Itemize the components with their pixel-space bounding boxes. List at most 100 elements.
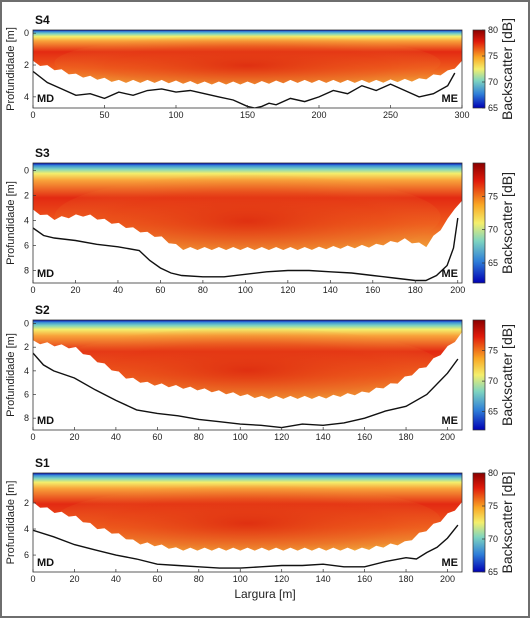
colorbar-tick-label: 70 (488, 77, 498, 87)
x-tick-label: 20 (69, 432, 79, 442)
x-tick-label: 180 (399, 432, 414, 442)
y-tick-label: 4 (24, 216, 29, 226)
bank-label-me: ME (442, 268, 459, 280)
x-tick-label: 160 (365, 285, 380, 295)
x-tick-label: 0 (30, 110, 35, 120)
bed-profile-line (33, 352, 459, 429)
colorbar-tick-label: 65 (488, 258, 498, 268)
y-tick-label: 0 (24, 166, 29, 176)
backscatter-field (33, 320, 462, 399)
bed-profile-line (33, 217, 459, 282)
bank-label-md: MD (37, 557, 54, 569)
y-tick-label: 6 (24, 550, 29, 560)
y-axis-label: Profundidade [m] (5, 181, 17, 265)
bank-label-md: MD (37, 268, 54, 280)
x-axis-label: Largura [m] (234, 587, 295, 601)
x-tick-label: 60 (152, 432, 162, 442)
bank-label-me: ME (442, 93, 459, 105)
colorbar (472, 319, 486, 431)
colorbar-tick-label: 70 (488, 376, 498, 386)
y-tick-label: 6 (24, 390, 29, 400)
y-axis-label: Profundidade [m] (5, 27, 17, 111)
x-tick-label: 60 (152, 574, 162, 584)
panel-title: S3 (35, 146, 50, 160)
x-tick-label: 80 (194, 574, 204, 584)
x-tick-label: 40 (111, 574, 121, 584)
x-tick-label: 160 (357, 574, 372, 584)
bank-label-me: ME (442, 557, 459, 569)
x-tick-label: 250 (383, 110, 398, 120)
x-tick-label: 150 (240, 110, 255, 120)
colorbar-tick-label: 80 (488, 468, 498, 478)
colorbar-tick-label: 65 (488, 567, 498, 577)
x-tick-label: 40 (113, 285, 123, 295)
plot-area (32, 162, 463, 284)
colorbar-tick-label: 70 (488, 534, 498, 544)
x-tick-label: 100 (168, 110, 183, 120)
colorbar-tick-label: 80 (488, 25, 498, 35)
x-tick-label: 0 (30, 285, 35, 295)
x-tick-label: 120 (274, 574, 289, 584)
x-tick-label: 160 (357, 432, 372, 442)
x-tick-label: 300 (454, 110, 469, 120)
bank-label-me: ME (442, 415, 459, 427)
x-tick-label: 180 (408, 285, 423, 295)
colorbar (472, 472, 486, 573)
x-tick-label: 200 (440, 574, 455, 584)
x-tick-label: 200 (450, 285, 465, 295)
colorbar-tick-label: 75 (488, 346, 498, 356)
panel-s2: 0 20 40 60 80 100 120 140 160 180 200 0 2 4 6 8 S2 MD ME Pr… (5, 303, 515, 442)
bed-profile-line (33, 524, 459, 569)
x-tick-label: 140 (323, 285, 338, 295)
plot-area (32, 319, 463, 431)
colorbar-label: Backscatter [dB] (499, 324, 515, 426)
bed-profile-line (33, 70, 456, 108)
x-tick-label: 20 (70, 285, 80, 295)
colorbar-label: Backscatter [dB] (499, 472, 515, 574)
x-tick-label: 80 (194, 432, 204, 442)
x-tick-label: 200 (311, 110, 326, 120)
colorbar-tick-label: 65 (488, 407, 498, 417)
x-tick-label: 50 (99, 110, 109, 120)
y-tick-label: 0 (24, 28, 29, 38)
x-tick-label: 0 (30, 574, 35, 584)
y-tick-label: 2 (24, 191, 29, 201)
y-tick-label: 4 (24, 524, 29, 534)
x-tick-label: 40 (111, 432, 121, 442)
y-tick-label: 8 (24, 266, 29, 276)
y-tick-label: 2 (24, 342, 29, 352)
y-tick-label: 6 (24, 241, 29, 251)
colorbar-tick-label: 75 (488, 51, 498, 61)
panel-title: S2 (35, 303, 50, 317)
x-tick-label: 100 (233, 432, 248, 442)
colorbar-label: Backscatter [dB] (499, 172, 515, 274)
panel-s3: 0 20 40 60 80 100 120 140 160 180 200 0 2 4 6 8 S3 MD ME Pr… (5, 146, 515, 295)
bank-label-md: MD (37, 415, 54, 427)
x-tick-label: 60 (155, 285, 165, 295)
bank-label-md: MD (37, 93, 54, 105)
x-tick-label: 100 (238, 285, 253, 295)
x-tick-label: 120 (280, 285, 295, 295)
backscatter-core (54, 35, 441, 85)
y-tick-label: 2 (24, 498, 29, 508)
panel-s4: 0 50 100 150 200 250 300 0 2 4 S4 MD ME Profundidade … (5, 13, 515, 120)
plot-area (32, 472, 463, 573)
colorbar (472, 29, 486, 109)
colorbar-tick-label: 70 (488, 225, 498, 235)
y-axis-label: Profundidade [m] (5, 481, 17, 565)
x-tick-label: 20 (69, 574, 79, 584)
x-tick-label: 100 (233, 574, 248, 584)
colorbar-tick-label: 65 (488, 103, 498, 113)
x-tick-label: 140 (316, 432, 331, 442)
colorbar-label: Backscatter [dB] (499, 18, 515, 120)
x-tick-label: 200 (440, 432, 455, 442)
backscatter-core (54, 327, 441, 399)
y-tick-label: 2 (24, 60, 29, 70)
y-tick-label: 4 (24, 366, 29, 376)
x-tick-label: 140 (316, 574, 331, 584)
y-tick-label: 0 (24, 319, 29, 329)
backscatter-field (33, 473, 462, 551)
x-tick-label: 180 (399, 574, 414, 584)
x-tick-label: 80 (198, 285, 208, 295)
